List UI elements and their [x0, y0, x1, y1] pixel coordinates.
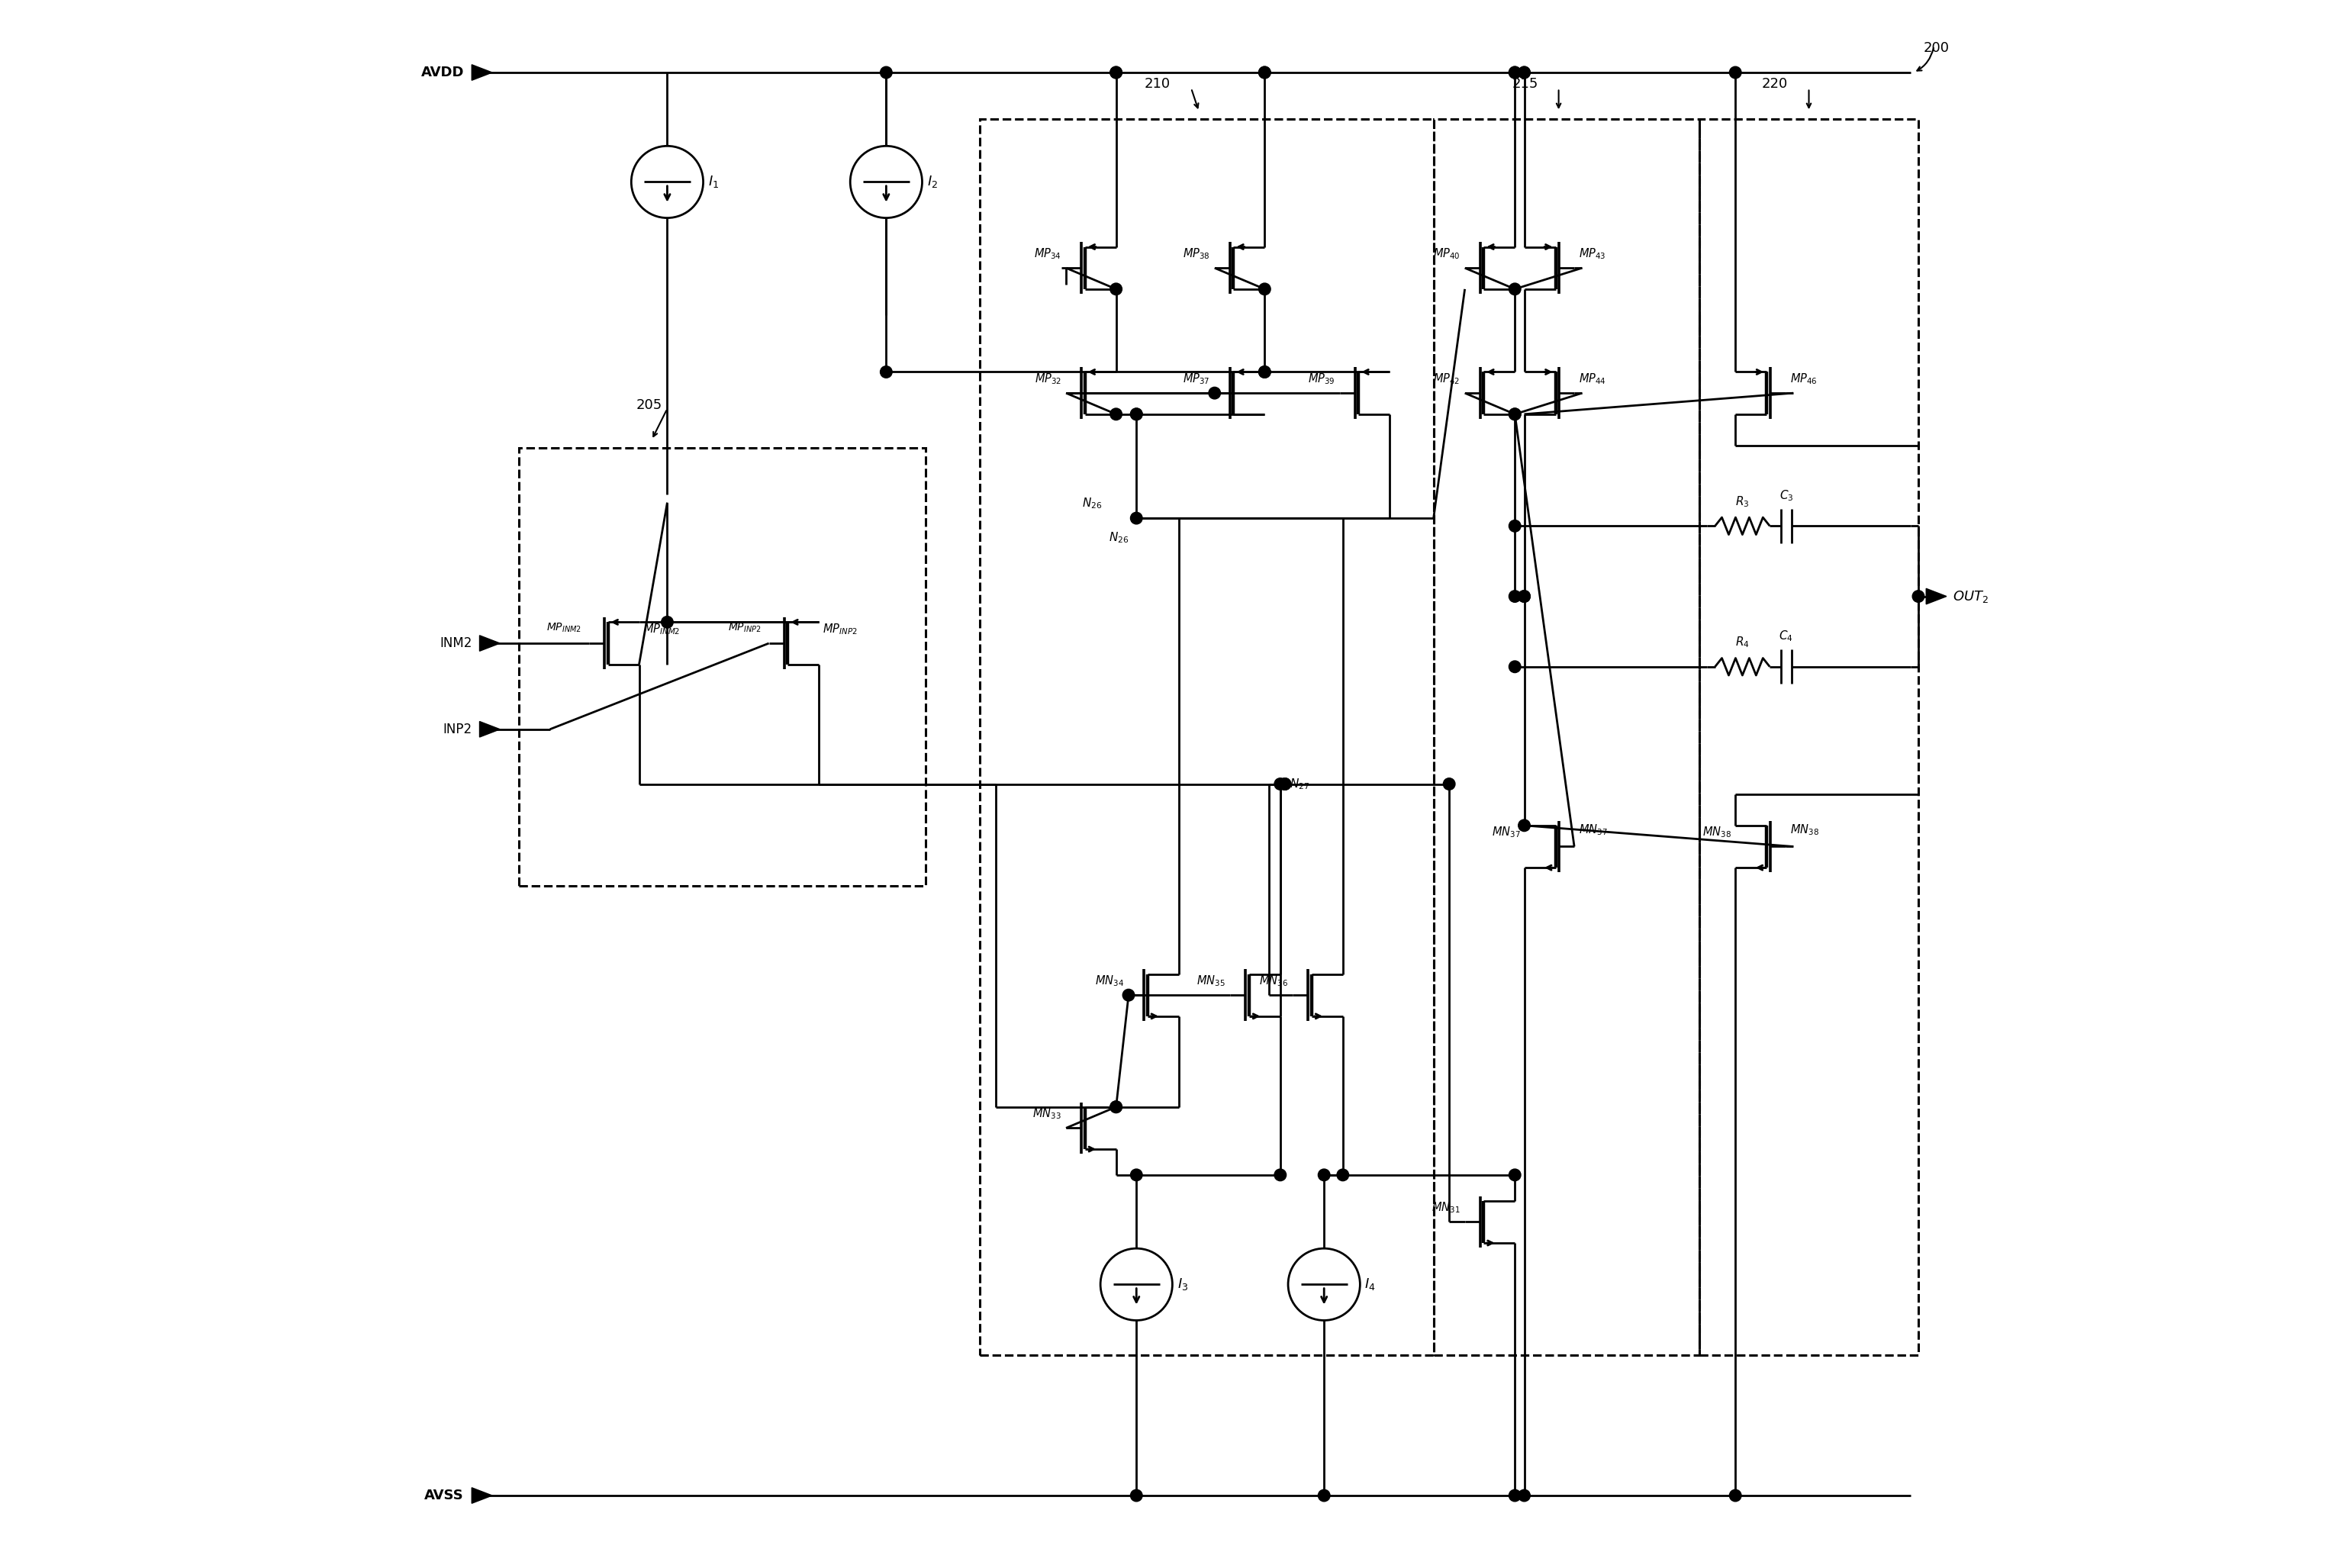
Circle shape [1110, 1101, 1121, 1113]
Circle shape [1519, 591, 1531, 602]
Text: $I_{4}$: $I_{4}$ [1364, 1276, 1375, 1292]
Circle shape [1110, 408, 1121, 420]
Text: $MP_{INP2}$: $MP_{INP2}$ [823, 622, 858, 637]
Circle shape [1509, 408, 1521, 420]
Circle shape [1258, 66, 1270, 78]
Text: $C_{3}$: $C_{3}$ [1780, 488, 1794, 502]
Text: $MN_{31}$: $MN_{31}$ [1432, 1201, 1460, 1215]
Text: $I_{2}$: $I_{2}$ [926, 174, 938, 190]
Text: $MP_{INM2}$: $MP_{INM2}$ [644, 622, 679, 637]
Polygon shape [480, 635, 501, 651]
Text: $MN_{38}$: $MN_{38}$ [1702, 825, 1730, 839]
Circle shape [1519, 66, 1531, 78]
Text: $MN_{36}$: $MN_{36}$ [1260, 974, 1288, 988]
Text: $MP_{INM2}$: $MP_{INM2}$ [545, 621, 581, 633]
Circle shape [1509, 521, 1521, 532]
Circle shape [1509, 66, 1521, 78]
Circle shape [1319, 1490, 1331, 1502]
Circle shape [1258, 284, 1270, 295]
Text: INM2: INM2 [440, 637, 473, 651]
Circle shape [1730, 66, 1742, 78]
Text: 220: 220 [1761, 77, 1789, 91]
Text: $N_{27}$: $N_{27}$ [1291, 776, 1310, 792]
Circle shape [879, 66, 891, 78]
Text: $I_{1}$: $I_{1}$ [708, 174, 719, 190]
Circle shape [1258, 365, 1270, 378]
Circle shape [1519, 66, 1531, 78]
Text: $R_{4}$: $R_{4}$ [1735, 635, 1749, 649]
Text: $MP_{34}$: $MP_{34}$ [1034, 246, 1060, 260]
Text: $MP_{42}$: $MP_{42}$ [1434, 372, 1460, 386]
Polygon shape [473, 1488, 491, 1504]
Circle shape [1509, 1490, 1521, 1502]
Circle shape [1519, 820, 1531, 831]
Circle shape [1319, 1170, 1331, 1181]
Circle shape [1124, 989, 1136, 1000]
Circle shape [1730, 1490, 1742, 1502]
Text: $MN_{33}$: $MN_{33}$ [1032, 1107, 1060, 1121]
Circle shape [1509, 660, 1521, 673]
Circle shape [1509, 591, 1521, 602]
Circle shape [1131, 408, 1143, 420]
Circle shape [879, 365, 891, 378]
Text: 200: 200 [1923, 41, 1949, 55]
Circle shape [1208, 387, 1220, 398]
Circle shape [1519, 591, 1531, 602]
Circle shape [1274, 1170, 1286, 1181]
Text: 210: 210 [1145, 77, 1171, 91]
Circle shape [1509, 66, 1521, 78]
Circle shape [1519, 1490, 1531, 1502]
Text: $MP_{46}$: $MP_{46}$ [1789, 372, 1817, 386]
Circle shape [1509, 408, 1521, 420]
Text: $MN_{34}$: $MN_{34}$ [1096, 974, 1124, 988]
Text: $MN_{37}$: $MN_{37}$ [1491, 825, 1521, 839]
Text: $MP_{44}$: $MP_{44}$ [1580, 372, 1606, 386]
Circle shape [1131, 408, 1143, 420]
Text: 205: 205 [637, 398, 663, 412]
Text: $OUT_2$: $OUT_2$ [1954, 588, 1989, 604]
Circle shape [1258, 365, 1270, 378]
Text: $MN_{38}$: $MN_{38}$ [1789, 823, 1820, 837]
Text: $MP_{INP2}$: $MP_{INP2}$ [729, 621, 762, 633]
Circle shape [1279, 778, 1291, 790]
Text: $R_{3}$: $R_{3}$ [1735, 494, 1749, 508]
Text: $N_{26}$: $N_{26}$ [1081, 495, 1103, 510]
Circle shape [661, 616, 672, 629]
Polygon shape [473, 64, 491, 80]
Circle shape [1509, 284, 1521, 295]
Text: $I_{3}$: $I_{3}$ [1178, 1276, 1187, 1292]
Circle shape [1131, 513, 1143, 524]
Circle shape [1509, 1170, 1521, 1181]
Text: AVDD: AVDD [421, 66, 463, 80]
Circle shape [1911, 591, 1923, 602]
Circle shape [1110, 66, 1121, 78]
Circle shape [1131, 1490, 1143, 1502]
Polygon shape [480, 721, 501, 737]
Circle shape [1338, 1170, 1349, 1181]
Text: $MP_{43}$: $MP_{43}$ [1580, 246, 1606, 260]
Circle shape [1110, 284, 1121, 295]
Text: $C_{4}$: $C_{4}$ [1780, 629, 1794, 643]
Text: $MN_{35}$: $MN_{35}$ [1197, 974, 1225, 988]
Circle shape [1444, 778, 1455, 790]
Text: $MP_{32}$: $MP_{32}$ [1034, 372, 1060, 386]
Circle shape [1131, 1170, 1143, 1181]
Polygon shape [1925, 588, 1947, 604]
Text: $MP_{37}$: $MP_{37}$ [1183, 372, 1211, 386]
Text: $N_{26}$: $N_{26}$ [1110, 530, 1128, 546]
Circle shape [1279, 778, 1291, 790]
Circle shape [1258, 66, 1270, 78]
Text: 215: 215 [1512, 77, 1538, 91]
Text: $MP_{38}$: $MP_{38}$ [1183, 246, 1211, 260]
Circle shape [1110, 66, 1121, 78]
Text: INP2: INP2 [442, 723, 473, 735]
Text: $MP_{40}$: $MP_{40}$ [1432, 246, 1460, 260]
Text: $MN_{37}$: $MN_{37}$ [1580, 823, 1608, 837]
Circle shape [1274, 778, 1286, 790]
Circle shape [1110, 1101, 1121, 1113]
Text: AVSS: AVSS [426, 1488, 463, 1502]
Text: $MP_{39}$: $MP_{39}$ [1307, 372, 1335, 386]
